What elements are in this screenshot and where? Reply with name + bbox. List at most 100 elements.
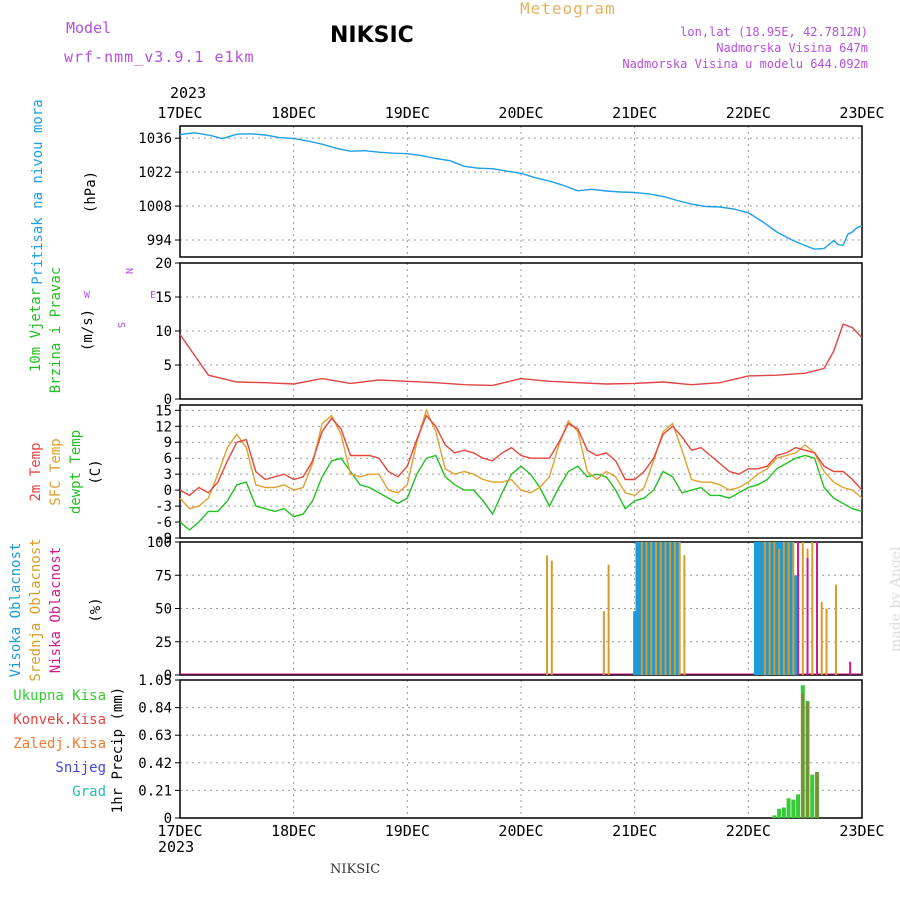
cloud-bar (770, 542, 774, 675)
y-tick-label: 15 (155, 403, 172, 419)
wind-unit: (m/s) (80, 309, 96, 351)
precip-legend-item: Grad (72, 784, 106, 800)
y-tick-label: -6 (155, 515, 172, 531)
cloud-bar (820, 601, 823, 675)
year-bottom: 2023 (158, 838, 195, 856)
y-tick-label: 10 (155, 324, 172, 340)
x-tick-label-top: 17DEC (157, 104, 202, 122)
panel-frame (179, 404, 863, 539)
y-tick-label: 12 (155, 419, 172, 435)
temp-label-dewpt: dewpt Temp (68, 430, 84, 514)
precip-bar (781, 807, 786, 818)
cloud-bar (642, 542, 646, 675)
cloud-bar (669, 542, 672, 675)
cloud-bar (675, 542, 679, 675)
cloud-bar (801, 542, 804, 675)
wind-speed-line (179, 323, 863, 387)
cloud-bar (654, 542, 657, 675)
y-tick-label: 100 (147, 535, 172, 551)
year-top: 2023 (170, 84, 207, 102)
cloud-panel: 100 75 50 25 0 Visoka Oblacnost Srednja Oblacn… (8, 535, 863, 684)
model-name: wrf-nmm_v3.9.1 e1km (64, 48, 255, 66)
pressure-axis-label: Pritisak na nivou mora (30, 99, 46, 284)
temp-line-2 (179, 454, 863, 531)
y-tick-label: 0 (164, 811, 172, 827)
cloud-bar (784, 542, 788, 675)
cloud-bar (664, 542, 667, 675)
cloud-bar (656, 542, 660, 675)
y-tick-label: 3 (164, 467, 172, 483)
precip-bar (810, 774, 815, 818)
y-tick-label: 0.42 (138, 756, 172, 772)
x-tick-label-top: 21DEC (612, 104, 657, 122)
y-tick-label: 15 (155, 290, 172, 306)
cloud-bar (763, 542, 766, 675)
y-tick-label: 1008 (138, 199, 172, 215)
wind-label-2: Brzina i Pravac (48, 267, 64, 393)
cloud-bar (794, 575, 798, 675)
precip-bar (815, 772, 819, 818)
x-tick-label-top: 23DEC (839, 104, 884, 122)
y-tick-label: 1022 (138, 165, 172, 181)
y-tick-label: -9 (155, 531, 172, 547)
cloud-bar (834, 584, 837, 675)
cloud-bar (758, 542, 762, 675)
y-tick-label: 0 (164, 392, 172, 408)
cloud-bar (645, 542, 648, 675)
cloud-bar (756, 542, 760, 675)
compass-w: W (84, 290, 91, 301)
chart-title: Meteogram (520, 0, 616, 18)
x-tick-label-bottom: 23DEC (839, 822, 884, 840)
station-title: NIKSIC (330, 23, 414, 48)
cloud-label-mid: Srednja Oblacnost (28, 538, 44, 681)
cloud-bar (782, 542, 785, 675)
pressure-line (179, 132, 863, 250)
temp-line-0 (179, 414, 863, 497)
precip-bar (796, 794, 801, 818)
panel-frame (179, 679, 863, 819)
precip-bar (786, 798, 791, 818)
cloud-bar (825, 608, 828, 675)
y-tick-label: 0 (164, 483, 172, 499)
y-tick-label: 75 (155, 568, 172, 584)
x-tick-label-top: 22DEC (726, 104, 771, 122)
cloud-bar (787, 542, 790, 675)
x-tick-label-bottom: 17DEC (157, 822, 202, 840)
y-tick-label: 0 (164, 668, 172, 684)
coords-text: lon,lat (18.95E, 42.7812N) (680, 25, 868, 39)
panel-frame (179, 541, 863, 676)
model-elevation-text: Nadmorska Visina u modelu 644.092m (622, 57, 868, 71)
cloud-bar (779, 542, 783, 675)
elevation-text: Nadmorska Visina 647m (716, 41, 868, 55)
precip-bar (806, 702, 809, 818)
cloud-bar (671, 542, 675, 675)
y-tick-label: 0.21 (138, 783, 172, 799)
cloud-bar (806, 557, 809, 675)
cloud-unit: (%) (88, 597, 104, 622)
y-tick-label: 9 (164, 435, 172, 451)
cloud-bar (816, 542, 819, 675)
cloud-label-high: Visoka Oblacnost (8, 543, 24, 678)
cloud-bar (678, 542, 681, 675)
y-tick-label: 1.05 (138, 673, 172, 689)
x-tick-label-top: 19DEC (385, 104, 430, 122)
x-tick-label-bottom: 22DEC (726, 822, 771, 840)
cloud-bar (778, 548, 781, 675)
y-tick-label: 1036 (138, 131, 172, 147)
precip-bar (791, 799, 796, 818)
precip-legend-item: Ukupna Kisa (13, 688, 106, 704)
compass-n: N (123, 268, 134, 274)
cloud-bar (659, 542, 662, 675)
panel-frame (179, 262, 863, 400)
y-tick-label: 5 (164, 358, 172, 374)
precip-unit: 1hr Precip (mm) (110, 687, 126, 813)
compass-e: E (150, 290, 156, 301)
cloud-bar (666, 542, 670, 675)
model-label: Model (66, 19, 112, 37)
cloud-bar (602, 611, 605, 675)
x-tick-label-bottom: 18DEC (271, 822, 316, 840)
y-tick-label: -3 (155, 499, 172, 515)
cloud-bar (773, 542, 776, 675)
